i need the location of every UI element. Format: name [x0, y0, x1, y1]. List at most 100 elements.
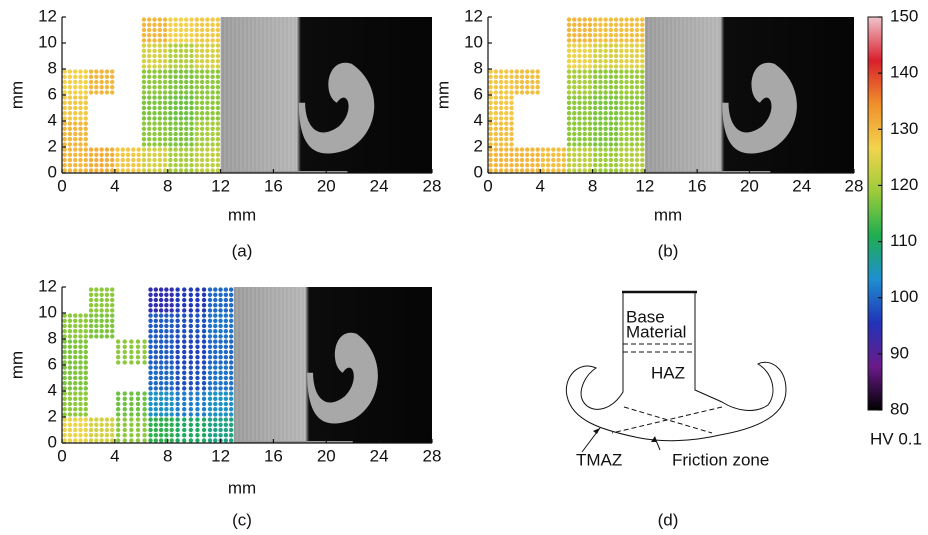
hardness-dot: [228, 375, 234, 381]
hardness-dot: [608, 137, 614, 142]
hardness-dot: [587, 22, 593, 27]
hardness-dot: [587, 131, 593, 137]
hardness-dot: [110, 90, 115, 95]
hardness-dot: [213, 360, 218, 365]
hardness-dot: [640, 95, 645, 100]
hardness-dot: [168, 53, 173, 59]
hardness-dot: [205, 131, 210, 137]
hardness-dot: [629, 168, 634, 173]
hardness-dot: [213, 329, 218, 334]
hardness-dot: [210, 137, 215, 142]
hardness-dot: [634, 142, 640, 147]
hardness-dot: [141, 33, 147, 38]
hardness-dot: [207, 355, 213, 360]
hardness-dot: [178, 33, 184, 38]
hardness-dot: [168, 48, 173, 53]
hardness-dot: [509, 79, 514, 85]
x-tick-label: 24: [370, 446, 389, 465]
hardness-dot: [582, 116, 587, 121]
hardness-dot: [566, 69, 572, 74]
hardness-dot: [147, 43, 152, 48]
hardness-dot: [608, 157, 614, 163]
hardness-dot: [228, 360, 234, 365]
hardness-dot: [157, 53, 162, 59]
hardness-dot: [587, 111, 593, 116]
hardness-dot: [582, 43, 587, 48]
hardness-dot: [577, 163, 582, 168]
hardness-dot: [582, 111, 587, 116]
hardness-dot: [195, 360, 200, 365]
hardness-dot: [598, 116, 603, 121]
hardness-dot: [104, 308, 110, 313]
hardness-dot: [62, 334, 67, 339]
hardness-dot: [509, 131, 514, 137]
hardness-dot: [73, 334, 78, 339]
hardness-dot: [619, 147, 624, 152]
hardness-dot: [218, 303, 223, 308]
hardness-dot: [194, 168, 199, 173]
hardness-dot: [592, 64, 598, 69]
hardness-dot: [566, 43, 572, 48]
hardness-dot: [592, 147, 598, 152]
hardness-dot: [199, 152, 205, 157]
hardness-dot: [147, 38, 152, 43]
hardness-dot: [178, 85, 184, 90]
hardness-dot: [110, 422, 115, 427]
hardness-dot: [587, 90, 593, 95]
hardness-dot: [201, 313, 207, 318]
hardness-dot: [488, 157, 493, 163]
hardness-dot: [640, 22, 645, 27]
hardness-dot: [223, 396, 229, 401]
hardness-dot: [182, 433, 187, 438]
hardness-dot: [629, 152, 634, 157]
hardness-dot: [62, 137, 67, 142]
hardness-dot: [164, 323, 169, 329]
hardness-dot: [201, 329, 207, 334]
hardness-dot: [577, 95, 582, 100]
hardness-dot: [509, 142, 514, 147]
hardness-dot: [514, 163, 519, 168]
hardness-dot: [152, 105, 157, 111]
hardness-dot: [525, 69, 530, 74]
hardness-dot: [634, 38, 640, 43]
hardness-dot: [148, 401, 153, 407]
hardness-dot: [566, 157, 572, 163]
hardness-dot: [215, 111, 221, 116]
hardness-dot: [83, 90, 88, 95]
hardness-dot: [99, 152, 104, 157]
hardness-dot: [223, 360, 229, 365]
hardness-dot: [598, 22, 603, 27]
hardness-dot: [514, 79, 519, 85]
hardness-dot: [184, 95, 189, 100]
hardness-dot: [168, 157, 173, 163]
hardness-dot: [88, 74, 94, 80]
hardness-dot: [634, 17, 640, 22]
hardness-dot: [67, 344, 73, 349]
hardness-dot: [73, 168, 78, 173]
hardness-dot: [640, 163, 645, 168]
hardness-dot: [73, 105, 78, 111]
hardness-dot: [152, 111, 157, 116]
hardness-dot: [530, 168, 535, 173]
hardness-dot: [164, 370, 169, 375]
hardness-dot: [78, 417, 83, 422]
hardness-dot: [175, 381, 180, 386]
hardness-dot: [88, 427, 94, 433]
hardness-dot: [184, 27, 189, 33]
hardness-dot: [73, 355, 78, 360]
hardness-dot: [175, 292, 180, 297]
hardness-dot: [141, 168, 147, 173]
hardness-dot: [173, 131, 178, 137]
hardness-dot: [629, 27, 634, 33]
hardness-dot: [598, 59, 603, 64]
hardness-dot: [122, 355, 127, 360]
hardness-dot: [178, 48, 184, 53]
hardness-dot: [603, 17, 608, 22]
hardness-dot: [157, 64, 162, 69]
hardness-dot: [141, 147, 147, 152]
hardness-dot: [169, 323, 174, 329]
hardness-dot: [535, 79, 540, 85]
y-axis-label: mm: [7, 81, 26, 109]
hardness-dot: [135, 427, 141, 433]
hardness-dot: [634, 157, 640, 163]
